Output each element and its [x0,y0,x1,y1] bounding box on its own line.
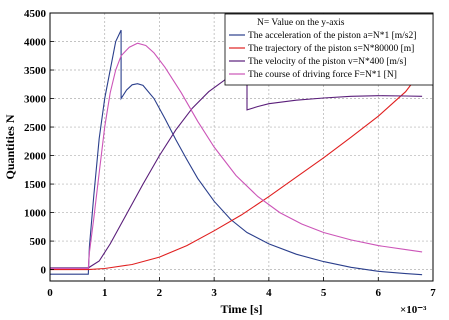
x-tick-label: 7 [430,287,436,299]
y-tick-label: 1000 [24,208,47,220]
y-tick-label: 2500 [24,122,47,134]
y-tick-label: 0 [41,265,47,277]
x-tick-label: 4 [266,287,272,299]
y-axis-label: Quantities N [3,114,17,179]
legend-entry: The course of driving force F=N*1 [N] [248,69,397,80]
x-tick-label: 3 [211,287,217,299]
x-tick-label: 6 [376,287,382,299]
series-line-2 [50,69,423,271]
y-tick-label: 4000 [24,37,47,49]
x-axis-label: Time [s] [220,302,262,316]
x-tick-label: 5 [321,287,327,299]
series-line-1 [50,29,423,276]
y-tick-label: 500 [30,236,47,248]
y-tick-label: 2000 [24,151,47,163]
plot-frame [49,12,434,282]
legend-header: N= Value on the y-axis [257,18,345,28]
legend-entry: The trajectory of the piston s=N*80000 [… [248,43,414,54]
y-tick-label: 3000 [24,94,47,106]
y-tick-label: 1500 [24,179,47,191]
x-tick-label: 0 [47,287,53,299]
tick-labels: 0 1 2 3 4 5 6 7 0 500 1000 1500 2000 2500 3000 3500 4000… [24,8,436,299]
legend-entry: The acceleration of the piston a=N*1 [m/… [248,30,416,41]
y-tick-label: 4500 [24,8,47,20]
legend-box [224,13,434,86]
series-line-4 [50,42,423,270]
legend-entry: The velocity of the piston v=N*400 [m/s] [248,56,406,67]
y-tick-label: 3500 [24,65,47,77]
x-axis-exponent: ×10⁻³ [400,304,427,316]
x-tick-label: 1 [102,287,108,299]
legend: N= Value on the y-axis The acceleration … [224,13,434,86]
x-tick-label: 2 [157,287,163,299]
